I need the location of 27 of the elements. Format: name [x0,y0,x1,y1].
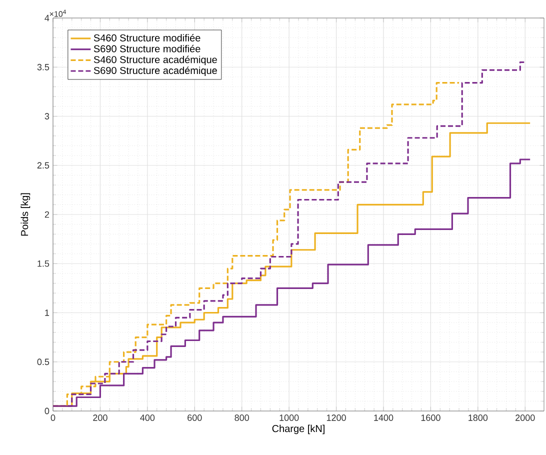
text: ×10$^{4}$ [50,10,66,17]
y-tick-label: 2 [44,211,50,218]
x-tick-label: 1400 [374,414,394,421]
y-tick-label: 0.5 [37,358,50,366]
y-tick-label: 1 [45,310,50,316]
legend-label: S460 Structure académique [94,56,217,66]
x-tick-label: 0 [50,414,56,421]
y-tick-label: 2.5 [37,162,50,169]
y-tick-label: 4 [44,14,50,22]
y-tick-label: 3 [44,113,50,120]
x-tick-label: 2000 [516,414,535,421]
x-axis-title: Charge [kN] [272,424,324,434]
legend-label: S460 Structure modifiée [94,34,200,42]
x-tick-label: 1000 [280,414,299,421]
y-tick-label: 0 [44,408,50,414]
x-tick-label: 600 [188,414,202,421]
x-tick-label: 400 [140,414,155,421]
y-tick-label: 1.5 [38,260,50,267]
x-tick-label: 200 [93,414,108,421]
x-tick-label: 1200 [326,414,346,421]
y-tick-label: 3.5 [37,64,50,70]
legend-label: S690 Structure modifiée [94,44,200,52]
legend-label: S690 Structure académique [94,66,217,76]
y-axis-title: Poids [kg] [20,193,30,236]
x-tick-label: 1600 [421,414,440,421]
x-tick-label: 800 [234,414,250,421]
x-tick-label: 1800 [468,414,488,421]
